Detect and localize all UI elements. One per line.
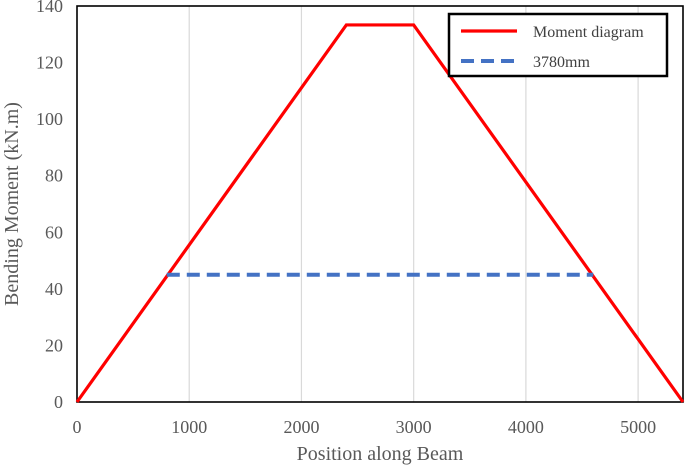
y-axis-title: Bending Moment (kN.m) xyxy=(1,102,23,306)
legend-label-1: Moment diagram xyxy=(533,24,644,41)
y-axis-ticks: 0 20 40 60 80 100 120 140 xyxy=(36,0,63,412)
y-tick-label: 20 xyxy=(45,335,63,355)
x-axis-title: Position along Beam xyxy=(297,443,464,465)
series-layer xyxy=(75,23,685,403)
y-tick-label: 0 xyxy=(54,392,63,412)
x-tick-label: 1000 xyxy=(171,417,207,437)
legend-items: Moment diagram 3780mm xyxy=(461,24,644,71)
y-tick-label: 80 xyxy=(45,166,63,186)
y-tick-label: 40 xyxy=(45,279,63,299)
y-tick-label: 60 xyxy=(45,222,63,242)
x-tick-label: 5000 xyxy=(620,417,656,437)
x-tick-label: 4000 xyxy=(508,417,544,437)
y-tick-label: 140 xyxy=(36,0,63,16)
y-tick-label: 120 xyxy=(36,53,63,73)
legend-box xyxy=(447,12,669,78)
x-tick-label: 2000 xyxy=(283,417,319,437)
x-tick-label: 0 xyxy=(73,417,82,437)
y-tick-label: 100 xyxy=(36,109,63,129)
plot-area-frame xyxy=(76,5,684,403)
x-axis-ticks: 0 1000 2000 3000 4000 5000 xyxy=(73,417,657,437)
series-line-1 xyxy=(75,23,685,403)
legend-label-2: 3780mm xyxy=(533,54,590,71)
legend: Moment diagram 3780mm xyxy=(447,12,669,78)
x-tick-label: 3000 xyxy=(396,417,432,437)
